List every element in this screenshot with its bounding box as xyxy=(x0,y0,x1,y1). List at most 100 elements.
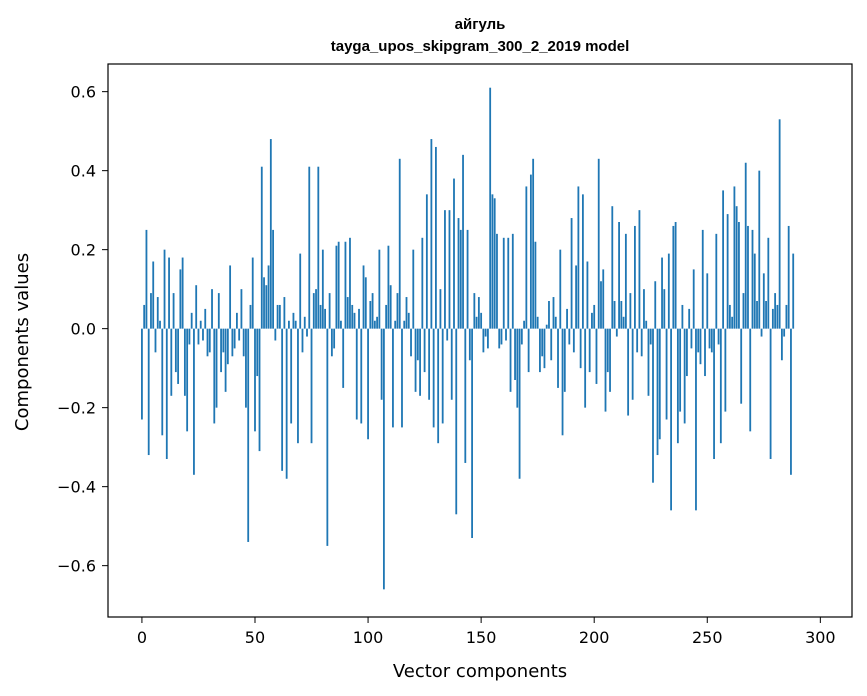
bar-264 xyxy=(738,222,740,329)
bar-233 xyxy=(667,253,670,329)
bar-242 xyxy=(688,308,691,329)
bar-24 xyxy=(195,285,198,329)
bar-191 xyxy=(572,328,575,353)
bar-27 xyxy=(202,328,204,341)
bar-29 xyxy=(206,328,209,357)
bar-89 xyxy=(342,328,345,388)
bar-99 xyxy=(364,277,367,329)
bar-119 xyxy=(410,328,412,357)
bar-225 xyxy=(649,328,652,345)
bar-106 xyxy=(380,328,383,400)
bar-68 xyxy=(294,320,297,329)
bar-94 xyxy=(353,312,356,329)
bar-83 xyxy=(328,293,331,329)
bar-51 xyxy=(256,328,259,377)
bar-72 xyxy=(303,316,306,329)
bar-34 xyxy=(217,293,220,329)
bar-249 xyxy=(704,328,706,377)
bar-188 xyxy=(566,308,568,329)
bar-101 xyxy=(369,301,372,329)
bar-229 xyxy=(658,328,661,440)
bar-201 xyxy=(595,328,598,384)
bar-148 xyxy=(475,316,478,329)
bar-169 xyxy=(523,320,525,329)
bar-55 xyxy=(265,285,268,329)
bar-157 xyxy=(496,233,498,329)
bar-113 xyxy=(396,293,399,329)
bar-153 xyxy=(487,328,489,349)
bar-150 xyxy=(480,312,483,329)
y-tick-label: −0.6 xyxy=(57,557,96,576)
bar-243 xyxy=(690,328,693,349)
bar-265 xyxy=(740,328,743,404)
bar-80 xyxy=(321,249,324,329)
bar-280 xyxy=(774,293,777,329)
bar-129 xyxy=(432,328,435,428)
bar-158 xyxy=(498,328,501,349)
bar-41 xyxy=(233,328,236,349)
bar-266 xyxy=(742,293,745,329)
bar-257 xyxy=(722,190,725,329)
bar-213 xyxy=(622,316,625,329)
bar-162 xyxy=(507,237,510,329)
bar-224 xyxy=(647,328,650,396)
bar-39 xyxy=(229,265,232,329)
bar-25 xyxy=(197,328,200,345)
bar-214 xyxy=(624,233,627,329)
bar-125 xyxy=(423,328,426,373)
bar-53 xyxy=(260,166,263,329)
bar-61 xyxy=(278,304,281,329)
bar-205 xyxy=(604,328,607,412)
bar-269 xyxy=(749,328,752,432)
x-tick-label: 150 xyxy=(466,628,497,647)
bar-23 xyxy=(193,328,195,475)
bar-26 xyxy=(199,320,202,329)
bar-207 xyxy=(609,328,611,392)
bar-226 xyxy=(652,328,654,483)
bar-70 xyxy=(299,253,302,329)
bar-110 xyxy=(389,285,392,329)
bar-76 xyxy=(312,293,315,329)
bar-275 xyxy=(762,273,765,329)
bar-234 xyxy=(670,328,672,511)
bar-120 xyxy=(412,249,415,329)
bar-195 xyxy=(581,194,584,329)
y-axis-ticks: −0.6 −0.4 −0.2 0.0 0.2 0.4 0.6 xyxy=(57,83,108,576)
bar-123 xyxy=(419,328,421,396)
bar-270 xyxy=(751,229,754,329)
bar-91 xyxy=(346,297,349,329)
y-axis-label: Components values xyxy=(12,253,33,431)
bar-143 xyxy=(464,328,467,463)
bar-192 xyxy=(575,265,578,329)
bar-22 xyxy=(190,312,193,329)
bar-190 xyxy=(570,218,573,329)
bar-202 xyxy=(597,158,600,329)
bar-11 xyxy=(165,328,168,459)
y-tick-label: 0.6 xyxy=(71,83,96,102)
bar-117 xyxy=(405,297,408,329)
x-tick-label: 0 xyxy=(137,628,147,647)
bar-19 xyxy=(183,328,186,396)
bar-183 xyxy=(554,316,557,329)
bar-251 xyxy=(708,328,711,349)
chart-subtitle: tayga_upos_skipgram_300_2_2019 model xyxy=(331,38,630,55)
bar-197 xyxy=(586,261,589,329)
bar-223 xyxy=(645,320,648,329)
x-tick-label: 200 xyxy=(579,628,610,647)
bar-279 xyxy=(771,308,774,329)
bar-146 xyxy=(471,328,473,538)
bar-52 xyxy=(258,328,261,452)
bar-285 xyxy=(785,304,788,329)
bar-152 xyxy=(484,328,487,337)
bar-287 xyxy=(790,328,792,475)
bar-273 xyxy=(758,170,761,329)
bar-235 xyxy=(672,225,675,329)
bar-132 xyxy=(439,289,442,329)
bar-5 xyxy=(152,261,155,329)
bar-267 xyxy=(744,162,747,329)
bar-49 xyxy=(251,257,254,329)
bar-179 xyxy=(545,324,548,329)
y-tick-label: 0.4 xyxy=(71,162,96,181)
bar-212 xyxy=(620,301,623,329)
bar-252 xyxy=(710,328,713,353)
